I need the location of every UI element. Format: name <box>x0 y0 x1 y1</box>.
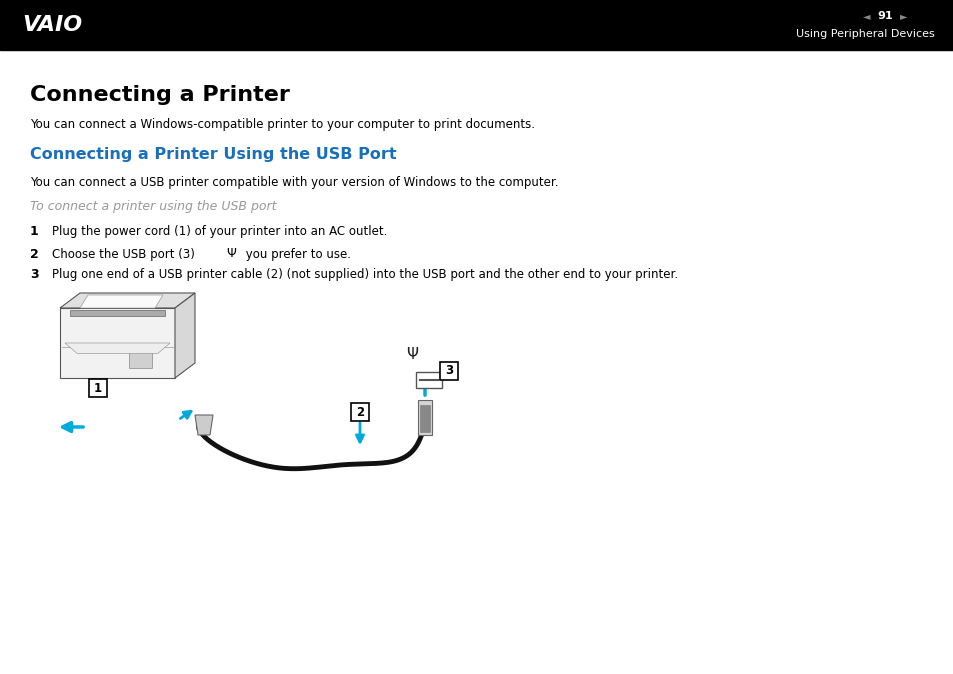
Bar <box>129 350 152 367</box>
Text: 3: 3 <box>444 365 453 377</box>
Text: Ψ: Ψ <box>406 347 417 362</box>
Text: ►: ► <box>899 11 906 21</box>
Text: Connecting a Printer: Connecting a Printer <box>30 85 290 105</box>
Bar <box>419 405 430 432</box>
Bar <box>89 379 107 397</box>
Text: Plug one end of a USB printer cable (2) (not supplied) into the USB port and the: Plug one end of a USB printer cable (2) … <box>52 268 678 281</box>
Text: 2: 2 <box>30 248 39 261</box>
Polygon shape <box>80 295 163 308</box>
Polygon shape <box>174 293 194 378</box>
Polygon shape <box>65 343 170 353</box>
Text: 1: 1 <box>30 225 39 238</box>
Bar <box>416 372 441 388</box>
Text: you prefer to use.: you prefer to use. <box>242 248 351 261</box>
Bar <box>70 310 165 316</box>
Text: 3: 3 <box>30 268 38 281</box>
Polygon shape <box>194 415 213 435</box>
Text: Using Peripheral Devices: Using Peripheral Devices <box>796 29 934 39</box>
Text: ◄: ◄ <box>862 11 869 21</box>
Polygon shape <box>60 308 174 378</box>
Text: To connect a printer using the USB port: To connect a printer using the USB port <box>30 200 276 213</box>
Text: Plug the power cord (1) of your printer into an AC outlet.: Plug the power cord (1) of your printer … <box>52 225 387 238</box>
Text: 91: 91 <box>876 11 892 21</box>
Text: 1: 1 <box>93 381 102 394</box>
Bar <box>0 0 953 50</box>
Bar <box>417 400 432 435</box>
Bar <box>351 403 369 421</box>
Text: You can connect a Windows-compatible printer to your computer to print documents: You can connect a Windows-compatible pri… <box>30 118 535 131</box>
Polygon shape <box>60 293 194 308</box>
Text: VAIO: VAIO <box>22 15 82 35</box>
Text: 2: 2 <box>355 406 364 419</box>
Text: Choose the USB port (3): Choose the USB port (3) <box>52 248 198 261</box>
Text: Ψ: Ψ <box>226 247 235 260</box>
Bar <box>439 362 457 380</box>
Text: You can connect a USB printer compatible with your version of Windows to the com: You can connect a USB printer compatible… <box>30 176 558 189</box>
Text: Connecting a Printer Using the USB Port: Connecting a Printer Using the USB Port <box>30 147 396 162</box>
